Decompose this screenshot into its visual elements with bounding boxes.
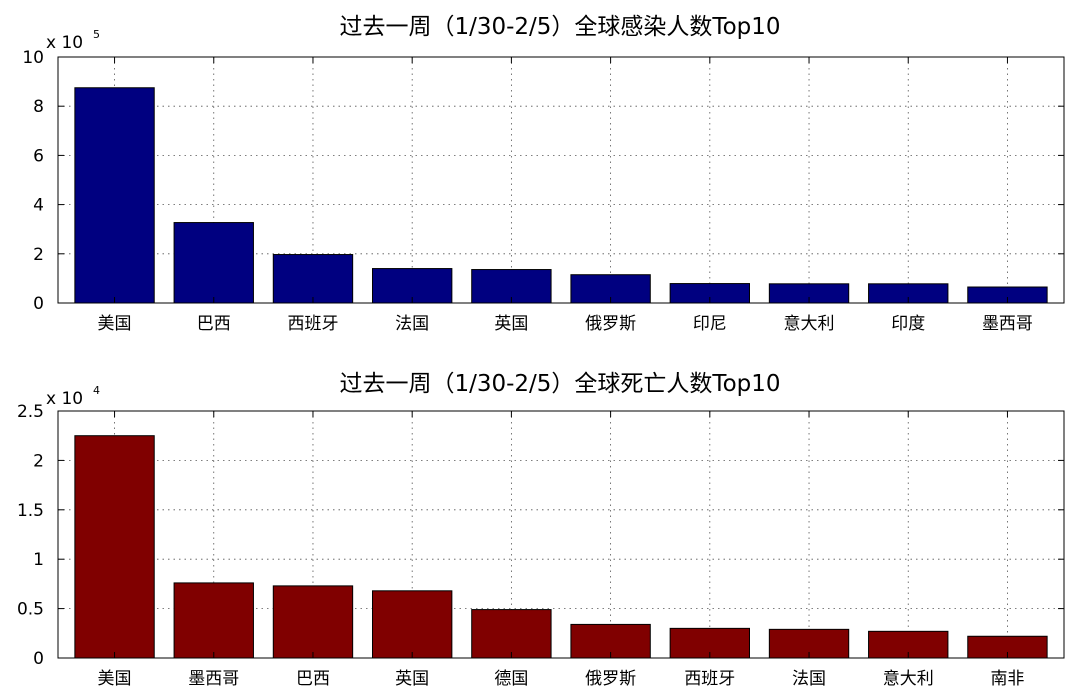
- y-tick-label: 0.5: [17, 600, 44, 620]
- category-label: 巴西: [197, 314, 231, 334]
- category-label: 巴西: [296, 669, 330, 689]
- infection-chart-category-labels: 美国 巴西 西班牙 法国 英国 俄罗斯 印尼 意大利 印度 墨西哥: [98, 314, 1033, 334]
- category-label: 英国: [494, 314, 528, 334]
- death-chart-multiplier-exponent: 4: [93, 384, 100, 397]
- y-tick-label: 2: [33, 451, 44, 471]
- category-label: 法国: [792, 669, 826, 689]
- infection-chart-axes-box: [57, 56, 1065, 304]
- y-tick-label: 1: [33, 550, 44, 570]
- death-chart-ticks: 0 0.5 1 1.5 2 2.5: [17, 402, 1064, 669]
- category-label: 印尼: [693, 314, 727, 334]
- y-tick-label: 2: [33, 245, 44, 265]
- category-label: 英国: [395, 669, 429, 689]
- death-chart-category-labels: 美国 墨西哥 巴西 英国 德国 俄罗斯 西班牙 法国 意大利 南非: [98, 669, 1025, 689]
- y-tick-label: 6: [33, 146, 44, 166]
- y-tick-label: 8: [33, 97, 44, 117]
- category-label: 俄罗斯: [585, 314, 636, 334]
- category-label: 意大利: [784, 314, 835, 334]
- category-label: 西班牙: [684, 669, 735, 689]
- y-tick-label: 10: [22, 48, 44, 68]
- category-label: 美国: [98, 314, 132, 334]
- death-chart-axes-box: [57, 410, 1065, 659]
- bar-5: [471, 609, 552, 659]
- bar-1: [74, 87, 155, 304]
- category-label: 墨西哥: [188, 669, 239, 689]
- y-tick-label: 2.5: [17, 402, 44, 422]
- infection-chart-title: 过去一周（1/30-2/5）全球感染人数Top10: [339, 14, 780, 40]
- bar-1: [74, 435, 155, 659]
- category-label: 西班牙: [287, 314, 338, 334]
- infection-chart-multiplier: x 10: [46, 33, 83, 53]
- bar-3: [272, 254, 354, 304]
- y-tick-label: 4: [33, 196, 44, 216]
- infection-chart-ticks: 0 2 4 6 8 10: [22, 48, 1064, 314]
- category-label: 意大利: [883, 669, 934, 689]
- y-tick-label: 0: [33, 294, 44, 314]
- bar-2: [173, 222, 254, 304]
- death-chart-title: 过去一周（1/30-2/5）全球死亡人数Top10: [339, 371, 780, 397]
- infection-chart-bars: [74, 87, 1048, 304]
- death-chart-multiplier: x 10: [46, 389, 83, 409]
- y-tick-label: 0: [33, 649, 44, 669]
- infection-chart-multiplier-exponent: 5: [93, 28, 100, 41]
- death-chart: 过去一周（1/30-2/5）全球死亡人数Top10 x 10 4 0 0.5 1 1.…: [17, 371, 1065, 689]
- category-label: 南非: [990, 669, 1024, 689]
- category-label: 德国: [494, 669, 528, 689]
- bar-4: [371, 590, 453, 659]
- category-label: 印度: [891, 314, 925, 334]
- bar-2: [173, 582, 254, 659]
- category-label: 美国: [98, 669, 132, 689]
- infection-chart: 过去一周（1/30-2/5）全球感染人数Top10 x 10 5 0 2 4 6 8 10…: [22, 14, 1065, 334]
- y-tick-label: 1.5: [17, 501, 44, 521]
- death-chart-bars: [74, 435, 1048, 659]
- category-label: 俄罗斯: [585, 669, 636, 689]
- category-label: 墨西哥: [982, 314, 1033, 334]
- category-label: 法国: [395, 314, 429, 334]
- bar-3: [272, 585, 354, 659]
